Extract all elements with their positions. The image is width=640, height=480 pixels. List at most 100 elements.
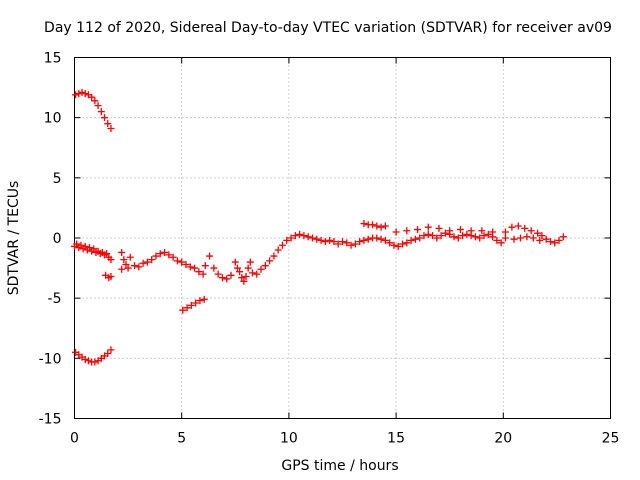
data-point bbox=[124, 264, 132, 272]
data-point bbox=[334, 240, 342, 248]
data-point bbox=[416, 234, 424, 242]
data-point bbox=[429, 232, 437, 240]
data-point bbox=[317, 236, 325, 244]
data-point bbox=[107, 273, 115, 281]
data-point bbox=[233, 264, 241, 272]
data-point bbox=[555, 236, 563, 244]
data-point bbox=[326, 236, 334, 244]
data-point bbox=[88, 93, 96, 101]
data-points bbox=[71, 88, 567, 366]
data-point bbox=[489, 228, 497, 236]
data-point bbox=[223, 275, 231, 283]
data-point bbox=[420, 232, 428, 240]
data-point bbox=[103, 250, 111, 258]
data-point bbox=[86, 244, 94, 252]
data-point bbox=[463, 230, 471, 238]
data-point bbox=[101, 114, 109, 122]
data-point bbox=[81, 90, 89, 98]
data-point bbox=[214, 270, 222, 278]
data-point bbox=[81, 356, 89, 364]
data-point bbox=[287, 234, 295, 242]
data-point bbox=[97, 108, 105, 116]
data-point bbox=[242, 273, 250, 281]
data-point bbox=[538, 232, 546, 240]
data-point bbox=[501, 234, 509, 242]
data-point bbox=[424, 223, 432, 231]
y-tick-label: -10 bbox=[39, 351, 62, 367]
data-point bbox=[107, 124, 115, 132]
data-point bbox=[360, 220, 368, 228]
data-point bbox=[77, 241, 85, 249]
data-point bbox=[72, 91, 80, 99]
data-point bbox=[330, 238, 338, 246]
data-point bbox=[104, 120, 112, 128]
data-point bbox=[278, 241, 286, 249]
data-point bbox=[270, 252, 278, 260]
data-point bbox=[218, 274, 226, 282]
data-point bbox=[536, 236, 544, 244]
data-point bbox=[551, 239, 559, 247]
data-point bbox=[414, 226, 422, 234]
series-arc-lower bbox=[72, 346, 115, 366]
data-point bbox=[403, 239, 411, 247]
data-point bbox=[467, 227, 475, 235]
data-point bbox=[183, 304, 191, 312]
data-point bbox=[459, 232, 467, 240]
data-point bbox=[529, 234, 537, 242]
data-point bbox=[347, 241, 355, 249]
data-point bbox=[484, 230, 492, 238]
data-point bbox=[308, 234, 316, 242]
x-axis-label: GPS time / hours bbox=[281, 458, 398, 474]
data-point bbox=[206, 252, 214, 260]
data-point bbox=[84, 357, 92, 365]
data-point bbox=[478, 227, 486, 235]
data-point bbox=[407, 236, 415, 244]
data-point bbox=[559, 233, 567, 241]
data-point bbox=[186, 263, 194, 271]
data-point bbox=[187, 301, 195, 309]
data-point bbox=[156, 250, 164, 258]
data-point bbox=[236, 268, 244, 276]
data-point bbox=[411, 235, 419, 243]
data-point bbox=[471, 233, 479, 241]
series-segment-b bbox=[118, 248, 235, 314]
data-point bbox=[521, 224, 529, 232]
data-point bbox=[81, 242, 89, 250]
data-point bbox=[240, 277, 248, 285]
data-point bbox=[304, 233, 312, 241]
data-point bbox=[244, 264, 252, 272]
data-point bbox=[514, 222, 522, 230]
data-point bbox=[446, 227, 454, 235]
data-point bbox=[107, 346, 115, 354]
data-point bbox=[257, 265, 265, 273]
data-point bbox=[248, 269, 256, 277]
data-point bbox=[75, 90, 83, 98]
data-point bbox=[107, 256, 115, 264]
data-point bbox=[139, 259, 147, 267]
data-point bbox=[300, 232, 308, 240]
y-tick-label: -15 bbox=[39, 412, 62, 428]
data-point bbox=[296, 230, 304, 238]
data-point bbox=[91, 358, 99, 366]
data-point bbox=[480, 232, 488, 240]
data-point bbox=[356, 238, 364, 246]
data-point bbox=[126, 253, 134, 261]
tick-labels: 0 5 10 15 20 25 15 10 5 0 -5 -10 -15 bbox=[39, 51, 620, 447]
data-point bbox=[78, 88, 86, 96]
data-point bbox=[476, 234, 484, 242]
data-point bbox=[364, 235, 372, 243]
data-point bbox=[360, 236, 368, 244]
data-point bbox=[456, 226, 464, 234]
series-early bbox=[71, 240, 115, 282]
data-point bbox=[238, 274, 246, 282]
data-point bbox=[210, 264, 218, 272]
data-point bbox=[534, 229, 542, 237]
data-point bbox=[104, 350, 112, 358]
data-point bbox=[169, 253, 177, 261]
data-point bbox=[424, 230, 432, 238]
data-point bbox=[200, 295, 208, 303]
data-point bbox=[182, 260, 190, 268]
data-point bbox=[246, 258, 254, 266]
data-point bbox=[253, 270, 261, 278]
y-tick-label: -5 bbox=[48, 291, 62, 307]
